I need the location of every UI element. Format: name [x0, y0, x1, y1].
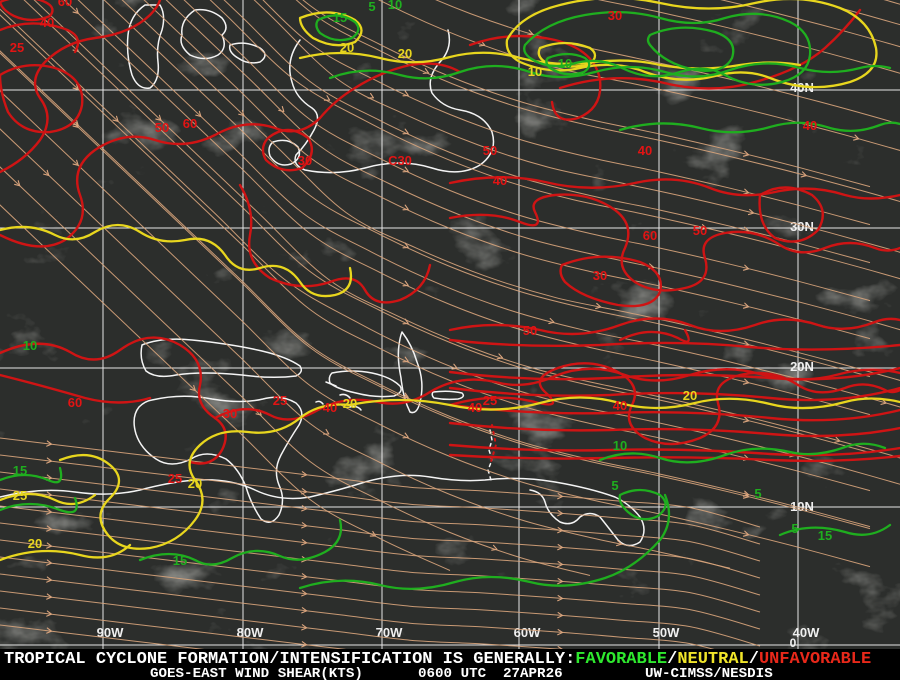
svg-text:30: 30: [608, 8, 622, 23]
svg-text:5: 5: [791, 521, 798, 536]
svg-text:25: 25: [483, 393, 497, 408]
svg-text:10: 10: [558, 56, 572, 71]
svg-text:60: 60: [68, 395, 82, 410]
svg-text:50: 50: [155, 120, 169, 135]
svg-text:25: 25: [10, 40, 24, 55]
svg-text:5: 5: [754, 486, 761, 501]
svg-text:20: 20: [340, 40, 354, 55]
svg-text:40: 40: [468, 400, 482, 415]
svg-text:5: 5: [611, 478, 618, 493]
svg-text:15: 15: [818, 528, 832, 543]
svg-text:60: 60: [643, 228, 657, 243]
svg-text:20: 20: [683, 388, 697, 403]
svg-text:40: 40: [803, 118, 817, 133]
svg-text:40: 40: [638, 143, 652, 158]
svg-text:25: 25: [168, 471, 182, 486]
svg-text:30: 30: [593, 268, 607, 283]
svg-text:40: 40: [493, 173, 507, 188]
svg-text:30: 30: [298, 153, 312, 168]
svg-text:40: 40: [613, 398, 627, 413]
svg-text:15: 15: [173, 553, 187, 568]
svg-text:10: 10: [528, 64, 542, 79]
svg-text:C30: C30: [388, 153, 412, 168]
svg-text:50: 50: [483, 143, 497, 158]
svg-text:60: 60: [58, 0, 72, 9]
svg-text:5: 5: [368, 0, 375, 14]
svg-text:10: 10: [23, 338, 37, 353]
svg-text:15: 15: [13, 463, 27, 478]
svg-text:50: 50: [523, 323, 537, 338]
svg-text:50: 50: [693, 223, 707, 238]
svg-text:25: 25: [13, 488, 27, 503]
svg-text:10: 10: [388, 0, 402, 12]
svg-text:60: 60: [183, 116, 197, 131]
svg-text:10: 10: [613, 438, 627, 453]
svg-text:20: 20: [188, 476, 202, 491]
svg-text:20: 20: [28, 536, 42, 551]
svg-text:15: 15: [333, 10, 347, 25]
svg-text:40: 40: [40, 15, 54, 30]
svg-text:40: 40: [323, 400, 337, 415]
svg-text:30: 30: [223, 406, 237, 421]
svg-text:20: 20: [398, 46, 412, 61]
svg-text:25: 25: [273, 393, 287, 408]
svg-text:20: 20: [343, 396, 357, 411]
